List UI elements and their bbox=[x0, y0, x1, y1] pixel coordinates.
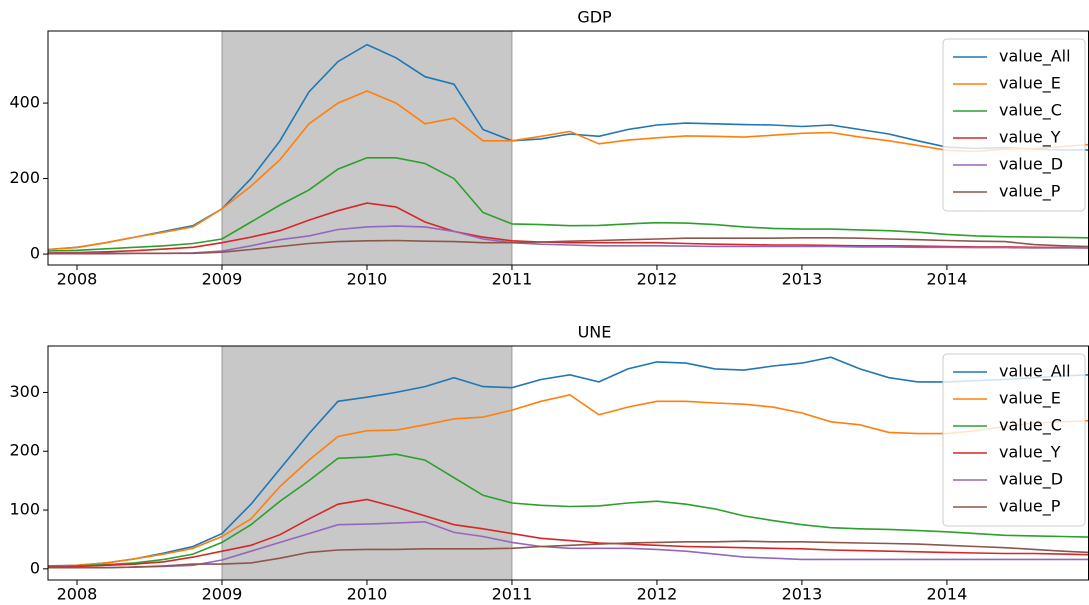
x-tick-label: 2009 bbox=[202, 585, 243, 602]
series-line bbox=[48, 43, 1089, 251]
series-line bbox=[48, 237, 1089, 255]
x-tick-label: 2010 bbox=[347, 270, 388, 289]
x-tick-label: 2011 bbox=[492, 585, 533, 602]
legend-label: value_Y bbox=[999, 443, 1061, 463]
x-tick-label: 2011 bbox=[492, 270, 533, 289]
x-tick-label: 2014 bbox=[927, 585, 968, 602]
x-tick-label: 2013 bbox=[782, 585, 823, 602]
series-line bbox=[48, 202, 1089, 254]
legend-label: value_P bbox=[999, 497, 1061, 517]
y-tick-label: 300 bbox=[9, 382, 40, 401]
x-tick-label: 2009 bbox=[202, 270, 243, 289]
legend-label: value_All bbox=[999, 47, 1071, 67]
y-tick-label: 0 bbox=[30, 244, 40, 263]
y-tick-label: 200 bbox=[9, 168, 40, 187]
x-tick-label: 2010 bbox=[347, 585, 388, 602]
shaded-span bbox=[221, 30, 513, 266]
series-line bbox=[48, 157, 1089, 252]
x-tick-label: 2014 bbox=[927, 270, 968, 289]
x-tick-label: 2008 bbox=[57, 585, 98, 602]
y-tick-label: 0 bbox=[30, 558, 40, 577]
chart-title: UNE bbox=[578, 323, 612, 342]
y-tick-label: 200 bbox=[9, 441, 40, 460]
series-line bbox=[48, 90, 1089, 251]
legend-label: value_E bbox=[999, 74, 1061, 94]
series-line bbox=[48, 520, 1089, 569]
x-tick-label: 2012 bbox=[637, 585, 678, 602]
legend-box bbox=[942, 38, 1086, 212]
legend-label: value_D bbox=[999, 470, 1063, 490]
x-tick-label: 2012 bbox=[637, 270, 678, 289]
chart-title: GDP bbox=[577, 8, 612, 27]
y-tick-label: 100 bbox=[9, 500, 40, 519]
series-line bbox=[48, 453, 1089, 568]
shaded-span bbox=[221, 345, 513, 581]
legend-label: value_E bbox=[999, 389, 1061, 409]
series-line bbox=[48, 540, 1089, 569]
legend-label: value_D bbox=[999, 155, 1063, 175]
series-line bbox=[48, 498, 1089, 568]
plot-area bbox=[48, 43, 1089, 255]
legend-label: value_C bbox=[999, 416, 1062, 436]
legend-label: value_Y bbox=[999, 128, 1061, 148]
y-tick-label: 400 bbox=[9, 93, 40, 112]
series-line bbox=[48, 356, 1089, 567]
legend-label: value_All bbox=[999, 362, 1071, 382]
plot-area bbox=[48, 356, 1089, 569]
series-line bbox=[48, 225, 1089, 255]
x-tick-label: 2008 bbox=[57, 270, 98, 289]
legend-label: value_P bbox=[999, 182, 1061, 202]
legend-label: value_C bbox=[999, 101, 1062, 121]
series-line bbox=[48, 393, 1089, 568]
legend-box bbox=[942, 353, 1086, 527]
x-tick-label: 2013 bbox=[782, 270, 823, 289]
